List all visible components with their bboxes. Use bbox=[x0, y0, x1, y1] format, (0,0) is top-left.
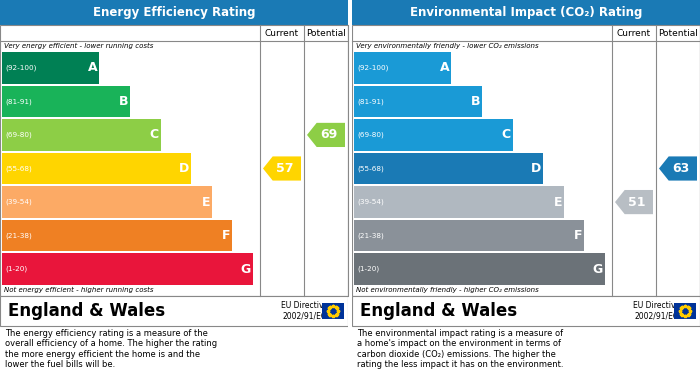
Text: England & Wales: England & Wales bbox=[360, 302, 517, 320]
Polygon shape bbox=[659, 156, 697, 181]
Bar bbox=[354, 153, 543, 184]
Text: (69-80): (69-80) bbox=[5, 132, 32, 138]
Text: Environmental Impact (CO₂) Rating: Environmental Impact (CO₂) Rating bbox=[410, 6, 642, 19]
Polygon shape bbox=[615, 190, 653, 214]
Text: Energy Efficiency Rating: Energy Efficiency Rating bbox=[92, 6, 256, 19]
Text: E: E bbox=[202, 196, 210, 208]
Text: F: F bbox=[574, 229, 582, 242]
Text: B: B bbox=[118, 95, 128, 108]
Text: The environmental impact rating is a measure of
a home's impact on the environme: The environmental impact rating is a mea… bbox=[357, 329, 564, 369]
Text: (69-80): (69-80) bbox=[357, 132, 384, 138]
Text: (1-20): (1-20) bbox=[5, 266, 27, 273]
Text: D: D bbox=[179, 162, 190, 175]
Text: F: F bbox=[222, 229, 230, 242]
Text: 63: 63 bbox=[672, 162, 689, 175]
Text: A: A bbox=[440, 61, 449, 74]
Bar bbox=[2, 153, 191, 184]
Bar bbox=[354, 86, 482, 117]
Text: D: D bbox=[531, 162, 541, 175]
Text: 69: 69 bbox=[320, 128, 337, 142]
Text: Potential: Potential bbox=[658, 29, 698, 38]
Text: (21-38): (21-38) bbox=[357, 232, 384, 239]
Bar bbox=[352, 0, 700, 25]
Bar bbox=[354, 52, 452, 84]
Bar bbox=[674, 303, 696, 319]
Text: (92-100): (92-100) bbox=[357, 65, 388, 71]
Text: (55-68): (55-68) bbox=[5, 165, 32, 172]
Text: E: E bbox=[554, 196, 562, 208]
Text: (21-38): (21-38) bbox=[5, 232, 32, 239]
Polygon shape bbox=[307, 123, 345, 147]
Bar bbox=[0, 0, 348, 25]
Text: Very environmentally friendly - lower CO₂ emissions: Very environmentally friendly - lower CO… bbox=[356, 43, 538, 49]
Text: The energy efficiency rating is a measure of the
overall efficiency of a home. T: The energy efficiency rating is a measur… bbox=[5, 329, 217, 369]
Bar bbox=[352, 296, 700, 326]
Text: (39-54): (39-54) bbox=[5, 199, 32, 205]
Text: B: B bbox=[470, 95, 480, 108]
Text: Not environmentally friendly - higher CO₂ emissions: Not environmentally friendly - higher CO… bbox=[356, 287, 539, 293]
Bar bbox=[352, 25, 700, 296]
Bar bbox=[2, 119, 161, 151]
Text: 51: 51 bbox=[628, 196, 645, 208]
Text: Current: Current bbox=[617, 29, 651, 38]
Text: Current: Current bbox=[265, 29, 299, 38]
Text: G: G bbox=[593, 263, 603, 276]
Text: Very energy efficient - lower running costs: Very energy efficient - lower running co… bbox=[4, 43, 153, 49]
Polygon shape bbox=[263, 156, 301, 181]
Text: G: G bbox=[241, 263, 251, 276]
Text: (81-91): (81-91) bbox=[357, 98, 384, 105]
Text: A: A bbox=[88, 61, 97, 74]
Text: EU Directive
2002/91/EC: EU Directive 2002/91/EC bbox=[281, 301, 328, 321]
Bar bbox=[354, 119, 512, 151]
Text: (1-20): (1-20) bbox=[357, 266, 379, 273]
Bar bbox=[354, 186, 564, 218]
Text: C: C bbox=[502, 128, 511, 142]
Text: (39-54): (39-54) bbox=[357, 199, 384, 205]
Bar bbox=[2, 86, 130, 117]
Bar bbox=[0, 25, 348, 296]
Text: (81-91): (81-91) bbox=[5, 98, 32, 105]
Bar bbox=[2, 186, 212, 218]
Text: Potential: Potential bbox=[306, 29, 346, 38]
Bar bbox=[322, 303, 344, 319]
Bar bbox=[2, 253, 253, 285]
Text: Not energy efficient - higher running costs: Not energy efficient - higher running co… bbox=[4, 287, 153, 293]
Text: C: C bbox=[150, 128, 159, 142]
Bar bbox=[348, 0, 352, 391]
Text: (55-68): (55-68) bbox=[357, 165, 384, 172]
Bar bbox=[0, 296, 348, 326]
Bar bbox=[354, 253, 605, 285]
Text: 57: 57 bbox=[276, 162, 293, 175]
Bar bbox=[2, 52, 99, 84]
Text: England & Wales: England & Wales bbox=[8, 302, 165, 320]
Text: EU Directive
2002/91/EC: EU Directive 2002/91/EC bbox=[634, 301, 680, 321]
Bar bbox=[2, 220, 232, 251]
Bar bbox=[354, 220, 584, 251]
Text: (92-100): (92-100) bbox=[5, 65, 36, 71]
